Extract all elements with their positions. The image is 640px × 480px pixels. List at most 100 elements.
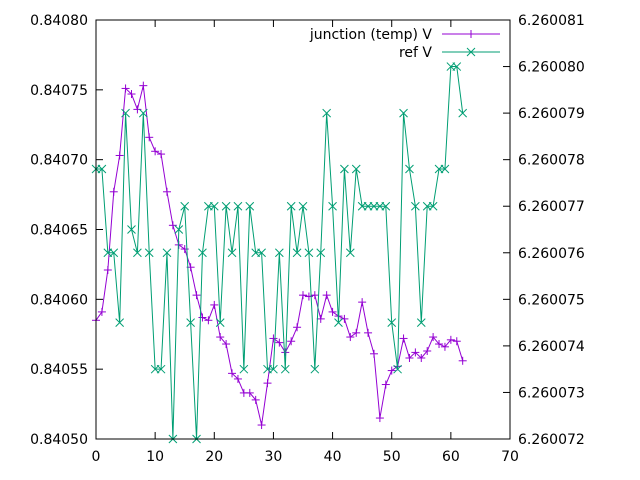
junction-data-point xyxy=(369,349,378,358)
x-tick-label: 20 xyxy=(205,449,223,465)
y2-tick-label: 6.260080 xyxy=(518,60,585,76)
ref-data-point xyxy=(245,201,255,211)
ref-data-point xyxy=(345,248,355,258)
ref-data-point xyxy=(115,318,125,327)
junction-data-point xyxy=(381,380,390,389)
ref-data-point xyxy=(127,225,136,234)
ref-data-point xyxy=(162,248,172,258)
junction-data-point xyxy=(452,337,461,346)
junction-data-point xyxy=(310,291,319,300)
plot-lines xyxy=(91,62,468,444)
ref-data-point xyxy=(286,201,296,211)
x-tick-label: 60 xyxy=(442,449,460,465)
junction-data-point xyxy=(103,266,112,275)
y2-tick-label: 6.260073 xyxy=(518,385,585,401)
junction-data-point xyxy=(399,334,408,343)
y-tick-label: 0.84075 xyxy=(30,83,88,99)
y-tick-label: 0.84070 xyxy=(30,153,88,169)
junction-data-point xyxy=(346,333,355,342)
junction-data-point xyxy=(405,353,414,362)
junction-data-point xyxy=(198,313,207,322)
axes: 0 10 20 30 40 50 60 70 0.84050 0.84055 0.84060 0.84… xyxy=(30,13,585,465)
ref-data-point xyxy=(440,164,450,174)
junction-data-point xyxy=(145,133,154,142)
junction-data-point xyxy=(115,151,124,160)
junction-data-point xyxy=(281,348,290,357)
ref-data-point xyxy=(351,164,361,174)
legend-marker-ref xyxy=(466,47,476,57)
ref-data-point xyxy=(298,201,308,211)
y2-tick-label: 6.260079 xyxy=(518,106,585,122)
ref-data-point xyxy=(458,108,468,118)
ref-data-point xyxy=(186,318,195,327)
junction-data-point xyxy=(216,333,225,342)
ref-data-point xyxy=(411,201,420,211)
ref-data-point xyxy=(387,318,397,327)
y2-tick-label: 6.260077 xyxy=(518,199,585,215)
ref-data-point xyxy=(274,248,284,258)
junction-data-point xyxy=(423,347,432,356)
junction-data-point xyxy=(168,221,177,230)
ref-data-point xyxy=(180,201,190,211)
legend-marker-junction xyxy=(467,30,475,38)
junction-data-point xyxy=(322,291,331,300)
ref-data-point xyxy=(393,364,402,374)
x-tick-label: 50 xyxy=(383,449,401,465)
ref-data-point xyxy=(452,62,462,71)
ref-data-point xyxy=(304,248,314,258)
junction-data-point xyxy=(121,84,130,93)
junction-data-point xyxy=(233,374,242,383)
ref-data-point xyxy=(257,248,266,258)
ref-data-point xyxy=(316,248,326,258)
junction-data-point xyxy=(151,147,160,156)
junction-data-point xyxy=(387,366,396,375)
y-tick-label: 0.84080 xyxy=(30,13,88,29)
y2-tick-label: 6.260072 xyxy=(518,432,585,448)
y2-tick-label: 6.260076 xyxy=(518,246,585,262)
ref-data-point xyxy=(144,248,154,258)
ref-data-point xyxy=(138,108,148,118)
ref-data-point xyxy=(334,318,343,327)
junction-data-point xyxy=(293,323,302,332)
y-tick-label: 0.84065 xyxy=(30,223,88,239)
junction-data-point xyxy=(157,150,166,159)
ref-data-point xyxy=(416,318,426,327)
junction-data-point xyxy=(375,414,384,423)
junction-data-point xyxy=(245,388,254,397)
ref-data-point xyxy=(428,201,438,211)
junction-data-point xyxy=(435,340,444,349)
ref-data-point xyxy=(322,108,332,118)
x-tick-label: 30 xyxy=(265,449,283,465)
ref-data-point xyxy=(133,248,142,258)
ref-data-point xyxy=(233,201,243,211)
ref-data-point xyxy=(280,364,290,374)
junction-data-point xyxy=(251,395,260,404)
junction-data-point xyxy=(287,337,296,346)
ref-data-point xyxy=(227,248,237,258)
ref-data-point xyxy=(156,364,166,374)
junction-data-point xyxy=(364,328,373,337)
junction-data-point xyxy=(263,379,272,388)
junction-data-point xyxy=(192,291,201,300)
junction-data-point xyxy=(440,342,449,351)
ref-data-point xyxy=(121,108,130,118)
junction-data-point xyxy=(109,187,118,196)
y-tick-label: 0.84055 xyxy=(30,362,88,378)
junction-data-point xyxy=(269,334,278,343)
ref-data-point xyxy=(340,164,349,174)
x-tick-label: 40 xyxy=(324,449,342,465)
junction-data-point xyxy=(139,81,148,90)
y2-tick-label: 6.260081 xyxy=(518,13,585,29)
ref-data-point xyxy=(215,318,225,327)
legend-label-ref: ref V xyxy=(399,45,432,61)
junction-data-point xyxy=(204,316,213,325)
y-tick-label: 0.84050 xyxy=(30,432,88,448)
ref-data-point xyxy=(405,164,414,174)
junction-data-point xyxy=(446,335,455,344)
x-tick-label: 0 xyxy=(92,449,101,465)
junction-data-point xyxy=(162,187,171,196)
y2-tick-label: 6.260075 xyxy=(518,292,585,308)
ref-data-point xyxy=(209,201,219,211)
ref-data-point xyxy=(221,201,231,211)
